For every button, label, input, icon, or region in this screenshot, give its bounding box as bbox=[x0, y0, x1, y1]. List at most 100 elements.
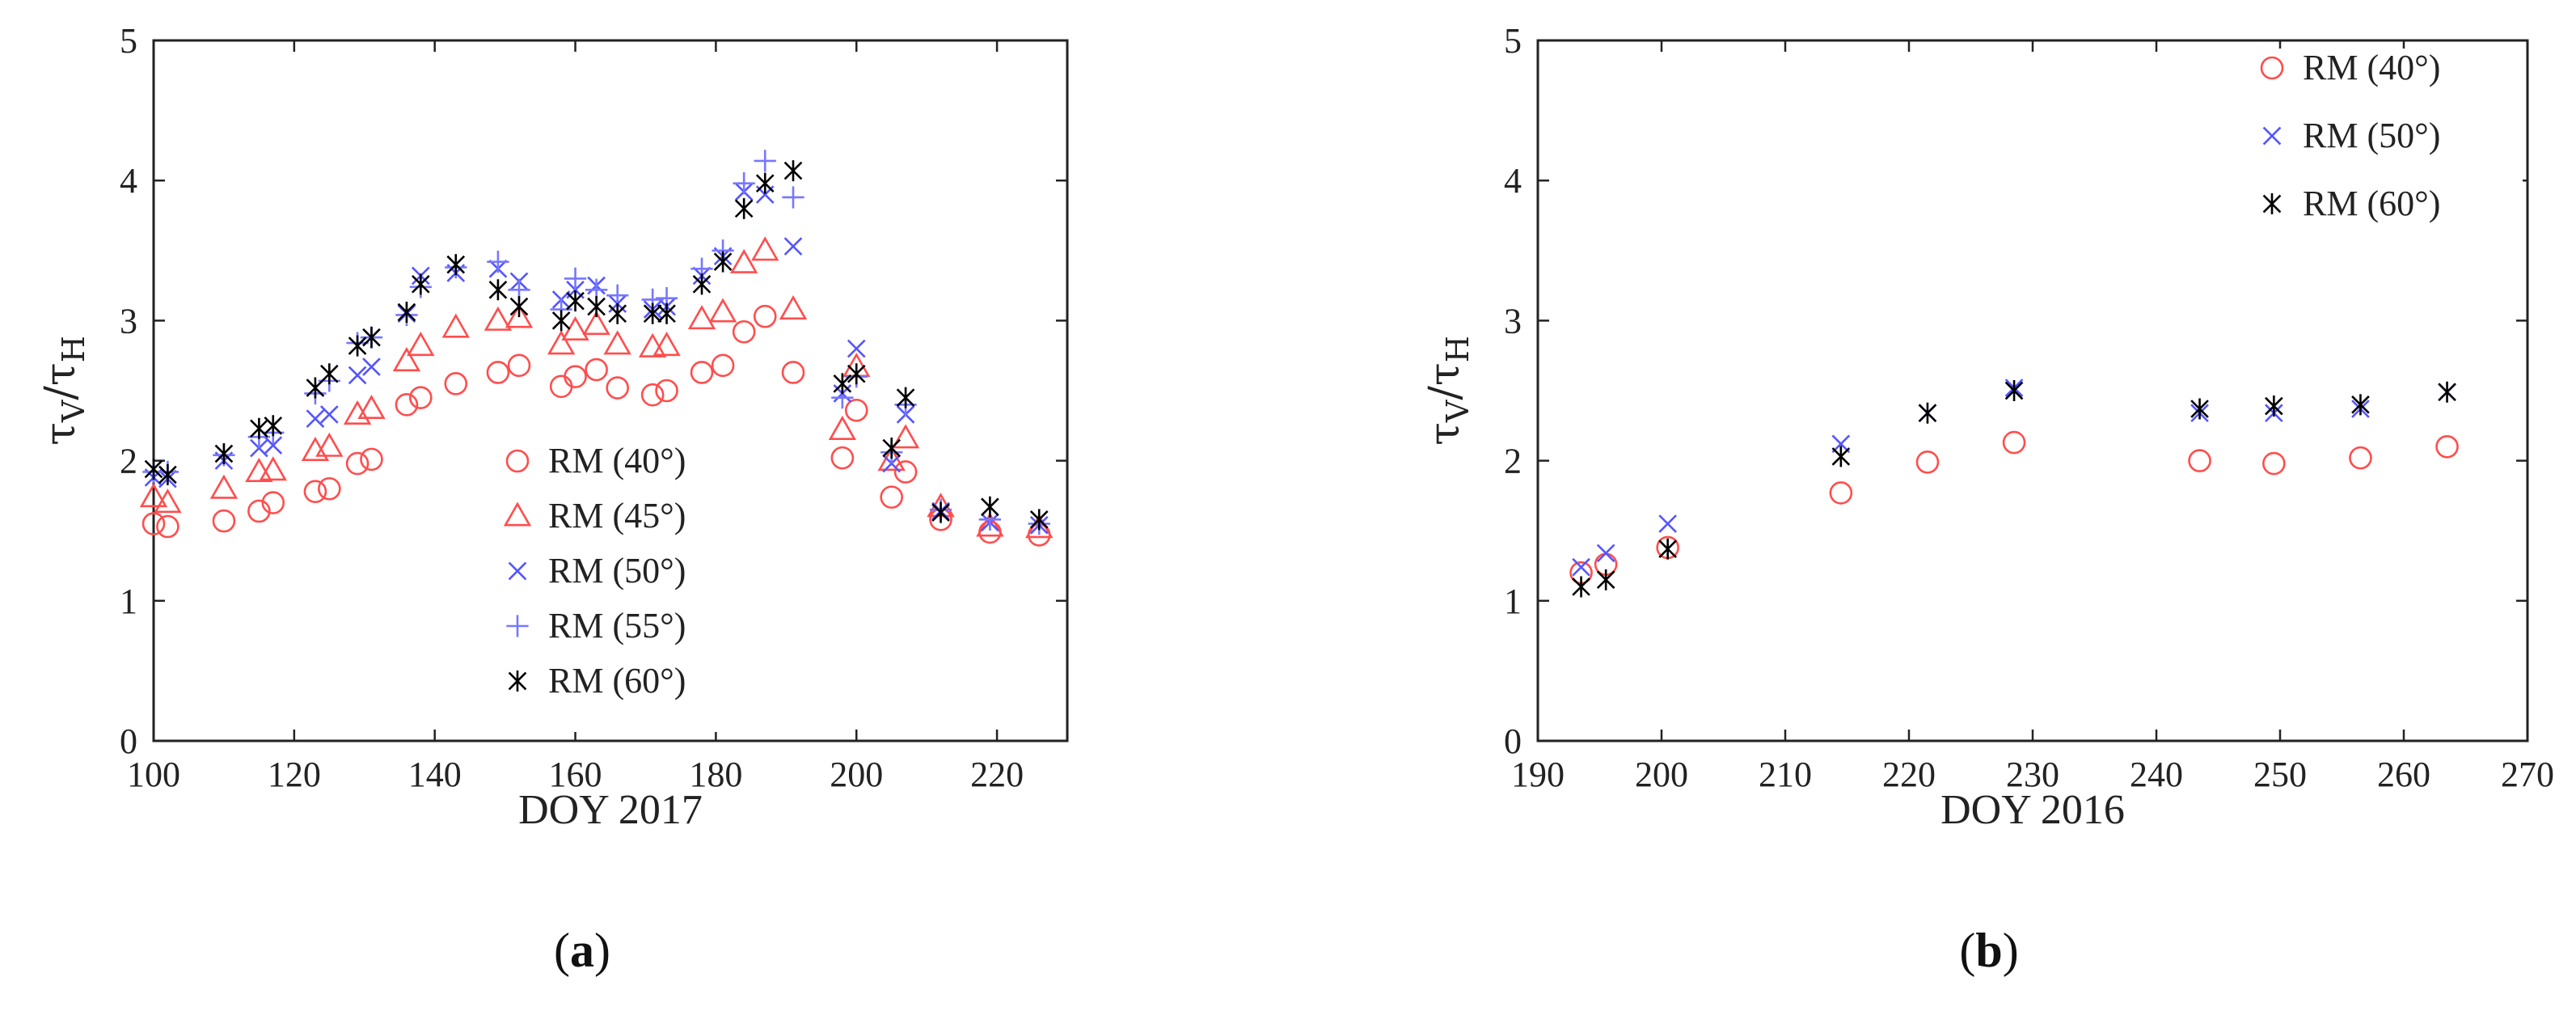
data-point bbox=[505, 303, 534, 328]
x-axis-label: DOY 2017 bbox=[518, 787, 703, 833]
data-point bbox=[395, 393, 419, 417]
legend-entry-label: RM (60°) bbox=[548, 661, 686, 700]
data-point bbox=[551, 310, 571, 332]
legend-entry-label: RM (40°) bbox=[2303, 48, 2440, 87]
data-point bbox=[212, 509, 236, 533]
data-point bbox=[264, 436, 283, 455]
data-point bbox=[141, 512, 166, 535]
data-point bbox=[981, 496, 999, 518]
data-point bbox=[1831, 446, 1851, 467]
data-point bbox=[882, 454, 902, 473]
data-point bbox=[753, 304, 777, 328]
legend-entry-label: RM (45°) bbox=[548, 496, 686, 535]
data-point bbox=[561, 315, 589, 341]
data-point bbox=[407, 332, 435, 357]
data-point bbox=[640, 383, 665, 407]
y-tick-label: 3 bbox=[1504, 301, 1522, 341]
y-tick-label: 4 bbox=[1504, 161, 1522, 201]
data-point bbox=[652, 332, 681, 357]
data-point bbox=[1829, 481, 1853, 505]
data-point bbox=[732, 319, 756, 344]
data-point bbox=[708, 298, 737, 323]
data-point bbox=[214, 442, 234, 464]
data-point bbox=[891, 424, 920, 449]
legend-entry-label: RM (55°) bbox=[548, 606, 686, 645]
data-point bbox=[318, 476, 341, 501]
data-point bbox=[2190, 398, 2209, 420]
legend-marker bbox=[505, 449, 530, 473]
x-tick-label: 260 bbox=[2377, 755, 2430, 794]
data-point bbox=[397, 302, 416, 324]
legend-marker bbox=[2262, 193, 2282, 214]
data-point bbox=[896, 387, 915, 408]
x-tick-label: 250 bbox=[2253, 755, 2307, 794]
chart-panel-b: 190 200 210 220 230 240 250 260 270 0 1 2 3 4 5 RM (40… bbox=[1421, 21, 2554, 977]
data-point bbox=[2351, 394, 2370, 416]
data-point bbox=[2265, 396, 2283, 417]
legend-marker bbox=[506, 615, 529, 637]
x-tick-label: 200 bbox=[830, 755, 883, 794]
y-tick-label: 1 bbox=[1504, 582, 1522, 621]
data-marks bbox=[139, 150, 1054, 547]
data-point bbox=[603, 330, 631, 355]
data-point bbox=[319, 405, 339, 424]
data-point bbox=[1658, 538, 1677, 560]
data-point bbox=[847, 339, 866, 358]
data-point bbox=[713, 251, 733, 273]
data-point bbox=[564, 365, 587, 388]
y-tick-label: 1 bbox=[120, 582, 137, 621]
data-point bbox=[360, 447, 383, 472]
legend-entry-label: RM (50°) bbox=[548, 551, 686, 590]
data-point bbox=[779, 294, 808, 320]
data-point bbox=[547, 330, 576, 355]
data-point bbox=[507, 353, 531, 378]
data-point bbox=[319, 363, 339, 385]
data-point bbox=[487, 251, 509, 273]
legend-entry-label: RM (40°) bbox=[548, 441, 686, 480]
legend-marker bbox=[2260, 56, 2284, 80]
data-point bbox=[158, 463, 177, 485]
data-point bbox=[139, 483, 168, 508]
legend-entry-label: RM (60°) bbox=[2303, 184, 2440, 223]
data-point bbox=[264, 415, 283, 437]
data-point bbox=[880, 485, 903, 509]
legend-background bbox=[489, 441, 756, 732]
data-point bbox=[362, 327, 381, 349]
y-tick-label: 0 bbox=[1504, 721, 1522, 761]
legend-marker bbox=[503, 501, 532, 527]
data-point bbox=[690, 361, 714, 384]
data-point bbox=[783, 237, 803, 256]
data-point bbox=[754, 150, 776, 172]
data-point bbox=[486, 361, 510, 384]
data-point bbox=[250, 417, 268, 439]
data-point bbox=[348, 335, 367, 357]
data-point bbox=[783, 160, 803, 182]
x-tick-label: 230 bbox=[2006, 755, 2059, 794]
data-point bbox=[2188, 449, 2211, 472]
data-point bbox=[844, 398, 868, 422]
data-point bbox=[1915, 451, 1940, 474]
x-tick-label: 160 bbox=[549, 755, 602, 794]
data-point bbox=[509, 296, 529, 318]
data-marks bbox=[1569, 379, 2459, 598]
data-point bbox=[209, 474, 239, 499]
legend-entry-label: RM (50°) bbox=[2303, 116, 2440, 155]
data-point bbox=[306, 409, 325, 428]
data-point bbox=[250, 438, 268, 458]
data-point bbox=[345, 451, 370, 476]
data-point bbox=[830, 446, 855, 470]
data-point bbox=[1658, 514, 1677, 533]
data-point bbox=[657, 302, 676, 324]
data-point bbox=[582, 311, 610, 336]
data-point bbox=[566, 290, 585, 312]
data-point bbox=[2262, 451, 2286, 476]
data-point bbox=[259, 456, 287, 481]
data-point bbox=[2002, 430, 2026, 455]
data-point bbox=[833, 373, 852, 395]
data-point bbox=[751, 236, 779, 261]
data-point bbox=[488, 279, 508, 301]
data-point bbox=[931, 501, 950, 523]
data-point bbox=[348, 366, 367, 385]
data-point bbox=[409, 386, 433, 409]
